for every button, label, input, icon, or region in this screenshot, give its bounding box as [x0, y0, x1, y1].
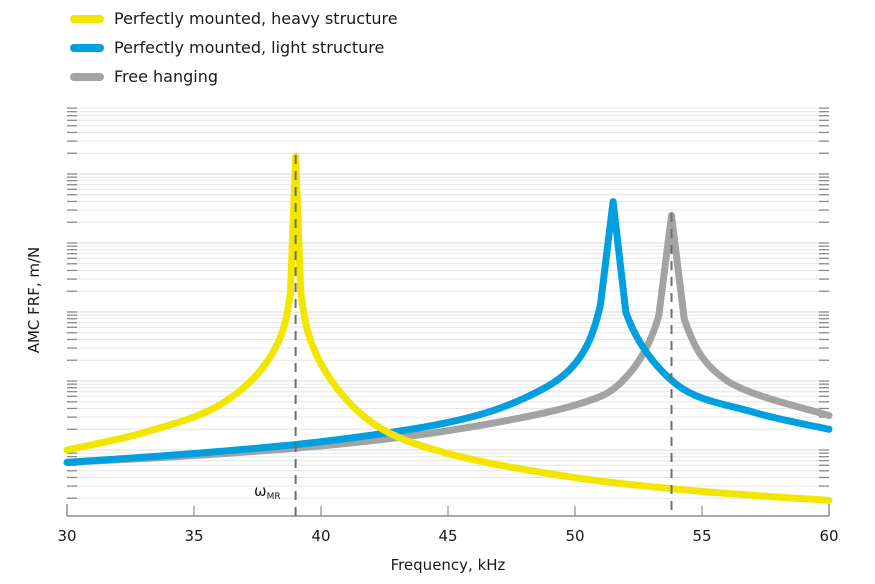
x-tick-label: 45: [438, 527, 458, 545]
legend-swatch-gray: [70, 72, 104, 81]
legend-item-free: Free hanging: [70, 62, 398, 91]
data-curves: [63, 153, 833, 504]
x-tick-label: 60: [819, 527, 839, 545]
omega-symbol: ω: [254, 482, 267, 500]
y-axis-label: AMC FRF, m/N: [25, 246, 43, 354]
legend-swatch-yellow: [70, 14, 104, 23]
legend-item-heavy: Perfectly mounted, heavy structure: [70, 4, 398, 33]
curve-0: [63, 153, 833, 504]
x-axis-label: Frequency, kHz: [390, 556, 506, 574]
axes: [66, 504, 830, 517]
omega-mr-annotation: ωMR: [254, 482, 281, 502]
x-tick-label: 55: [692, 527, 712, 545]
x-tick-label: 30: [57, 527, 77, 545]
grid-lines: [67, 107, 829, 499]
legend-label: Perfectly mounted, light structure: [114, 38, 385, 57]
legend-item-light: Perfectly mounted, light structure: [70, 33, 398, 62]
legend-label: Free hanging: [114, 67, 219, 86]
legend-label: Perfectly mounted, heavy structure: [114, 9, 398, 28]
x-tick-label: 50: [565, 527, 585, 545]
curve-1: [63, 198, 833, 466]
resonance-markers: [294, 155, 673, 516]
x-tick-label: 35: [184, 527, 204, 545]
legend: Perfectly mounted, heavy structure Perfe…: [70, 4, 398, 91]
legend-swatch-blue: [70, 43, 104, 52]
x-tick-label: 40: [311, 527, 331, 545]
omega-subscript: MR: [266, 492, 281, 502]
